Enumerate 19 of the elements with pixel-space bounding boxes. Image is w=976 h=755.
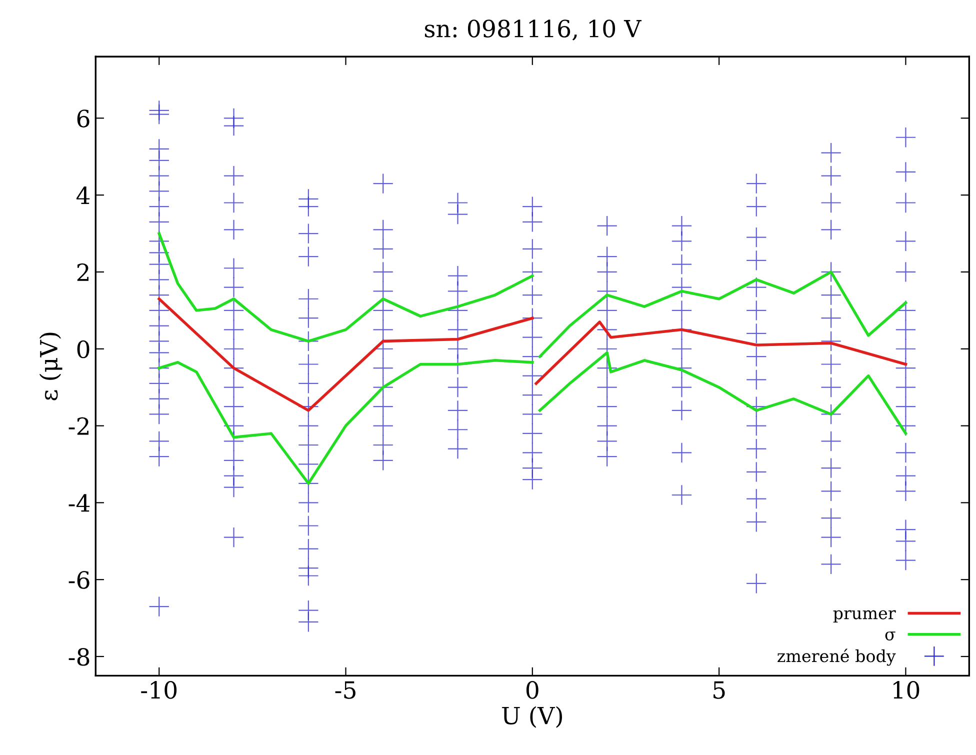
x-tick-label: 5: [714, 681, 725, 699]
y-tick-label: 4: [76, 186, 90, 204]
y-tick-label: -2: [68, 417, 88, 435]
y-tick-label: -8: [68, 648, 90, 666]
y-tick-label: -4: [68, 494, 90, 512]
y-tick-label: 2: [77, 263, 88, 281]
y-axis-title: ε (μV): [39, 332, 62, 400]
legend-label: σ: [885, 632, 896, 640]
legend-label: zmerené body: [778, 648, 896, 666]
y-tick-label: 6: [77, 110, 90, 128]
x-tick-label: 10: [894, 681, 920, 699]
x-axis-title: U (V): [502, 706, 562, 728]
chart-title: sn: 0981116, 10 V: [424, 20, 642, 40]
x-tick-label: -10: [141, 681, 177, 699]
x-tick-label: -5: [335, 681, 356, 699]
x-tick-label: 0: [526, 681, 538, 699]
legend-label: prumer: [833, 610, 896, 623]
y-tick-label: -6: [68, 571, 90, 589]
y-tick-label: 0: [77, 340, 90, 358]
